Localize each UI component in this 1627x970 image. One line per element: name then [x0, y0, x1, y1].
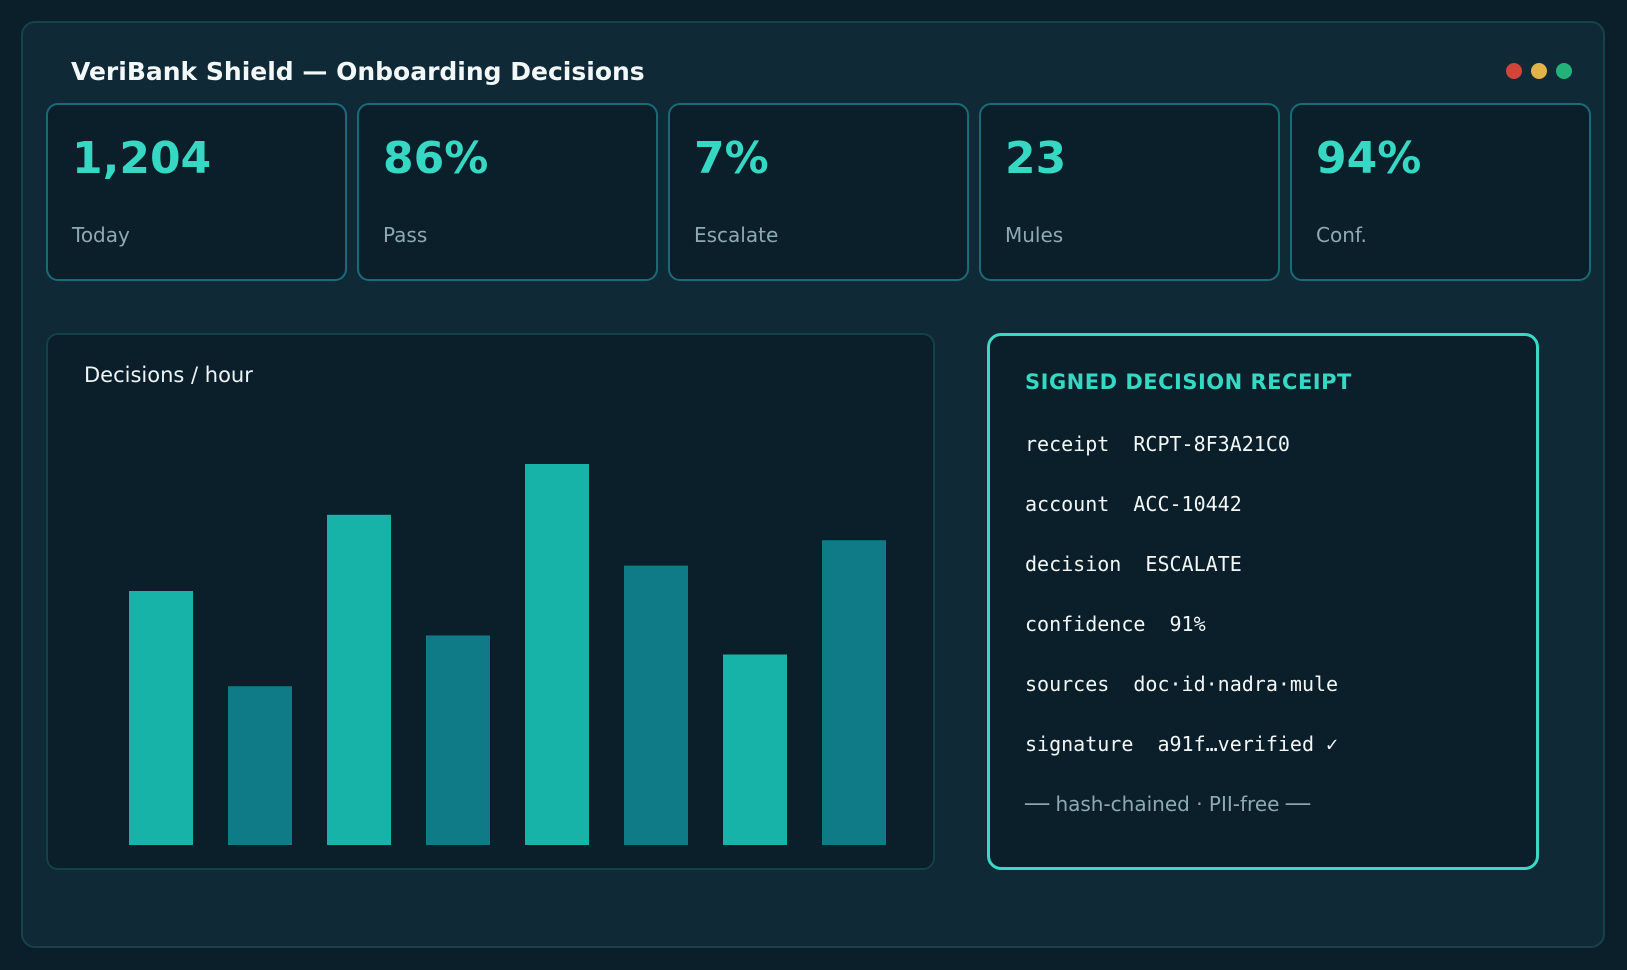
receipt-key: sources	[1025, 672, 1110, 696]
page-title: VeriBank Shield — Onboarding Decisions	[71, 57, 645, 86]
close-window-button[interactable]	[1506, 63, 1522, 79]
kpi-value: 7%	[694, 133, 769, 184]
receipt-footer: ── hash-chained · PII-free ──	[1025, 792, 1310, 816]
kpi-card-today: 1,204 Today	[46, 103, 347, 281]
receipt-value: RCPT-8F3A21C0	[1133, 432, 1290, 456]
receipt-value: 91%	[1169, 612, 1206, 636]
kpi-value: 1,204	[72, 133, 212, 184]
minimize-window-button[interactable]	[1531, 63, 1547, 79]
kpi-label: Conf.	[1316, 223, 1367, 247]
receipt-key: receipt	[1025, 432, 1110, 456]
signed-receipt-panel: SIGNED DECISION RECEIPT receipt RCPT-8F3…	[987, 333, 1539, 870]
receipt-value: a91f…verified ✓	[1157, 732, 1339, 756]
kpi-label: Mules	[1005, 223, 1064, 247]
chart-bar-4	[426, 635, 490, 845]
receipt-line-decision: decision ESCALATE	[1025, 552, 1242, 576]
chart-bar-5	[525, 464, 589, 845]
kpi-label: Escalate	[694, 223, 779, 247]
chart-bar-6	[624, 565, 688, 845]
kpi-label: Today	[72, 223, 130, 247]
receipt-line-receipt: receipt RCPT-8F3A21C0	[1025, 432, 1290, 456]
kpi-row: 1,204 Today 86% Pass 7% Escalate 23 Mule…	[46, 103, 1591, 281]
decisions-bar-chart	[129, 464, 886, 845]
receipt-line-account: account ACC-10442	[1025, 492, 1242, 516]
kpi-card-confidence: 94% Conf.	[1290, 103, 1591, 281]
receipt-value: ACC-10442	[1133, 492, 1242, 516]
chart-bar-8	[822, 540, 886, 845]
kpi-label: Pass	[383, 223, 428, 247]
window-controls	[1506, 63, 1572, 79]
chart-bar-7	[723, 654, 787, 845]
chart-title: Decisions / hour	[84, 363, 253, 387]
chart-bar-3	[327, 514, 391, 845]
receipt-key: decision	[1025, 552, 1122, 576]
kpi-value: 86%	[383, 133, 489, 184]
receipt-key: confidence	[1025, 612, 1146, 636]
decisions-chart-panel: Decisions / hour	[46, 333, 935, 870]
chart-bar-1	[129, 591, 193, 845]
kpi-card-pass: 86% Pass	[357, 103, 658, 281]
chart-bar-2	[228, 686, 292, 845]
receipt-value: doc·id·nadra·mule	[1133, 672, 1339, 696]
maximize-window-button[interactable]	[1556, 63, 1572, 79]
receipt-key: account	[1025, 492, 1110, 516]
receipt-key: signature	[1025, 732, 1134, 756]
receipt-heading: SIGNED DECISION RECEIPT	[1025, 370, 1352, 394]
kpi-value: 23	[1005, 133, 1067, 184]
kpi-value: 94%	[1316, 133, 1422, 184]
receipt-line-sources: sources doc·id·nadra·mule	[1025, 672, 1338, 696]
receipt-value: ESCALATE	[1145, 552, 1242, 576]
receipt-line-confidence: confidence 91%	[1025, 612, 1206, 636]
kpi-card-mules: 23 Mules	[979, 103, 1280, 281]
receipt-line-signature: signature a91f…verified ✓	[1025, 732, 1338, 756]
kpi-card-escalate: 7% Escalate	[668, 103, 969, 281]
